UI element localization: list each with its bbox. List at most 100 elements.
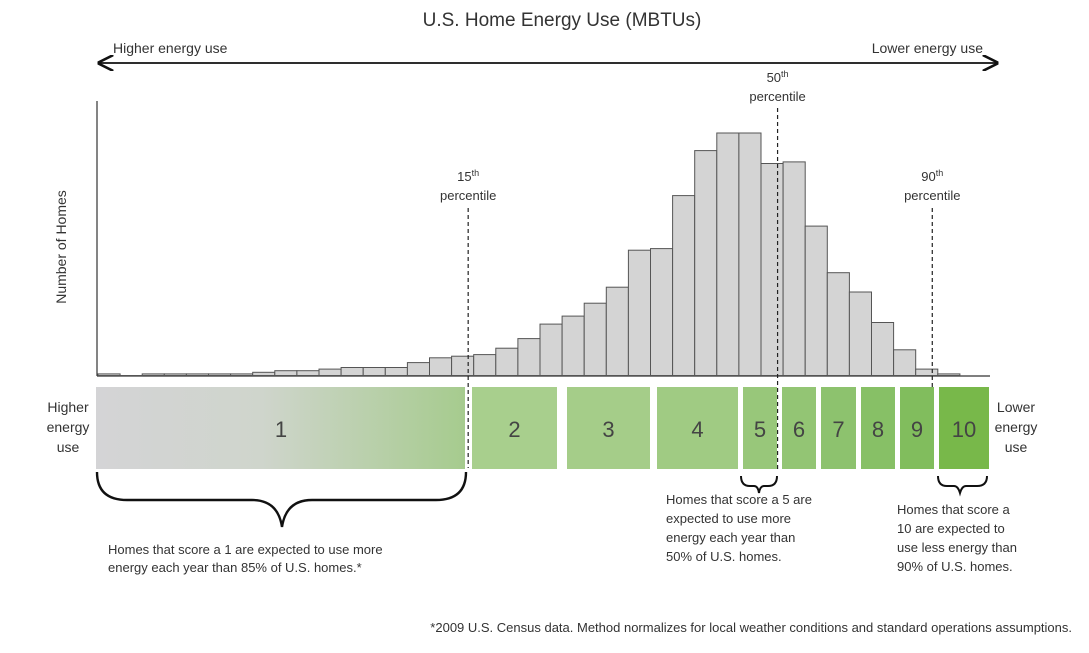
score-band-label: 5 <box>754 417 766 442</box>
score-band-rect <box>782 387 816 469</box>
histogram-bar <box>362 367 386 376</box>
score-band-rect <box>96 387 465 469</box>
svg-text:energy each year than: energy each year than <box>666 530 795 545</box>
svg-text:Homes that score a 1 are expec: Homes that score a 1 are expected to use… <box>108 542 383 557</box>
score-band-label: 9 <box>911 417 923 442</box>
histogram-bar <box>937 373 961 376</box>
histogram-bar <box>627 249 652 376</box>
higher-energy-label: Higher energy use <box>113 40 228 56</box>
histogram-bar <box>208 373 232 376</box>
score-band-6: 6 <box>782 387 816 469</box>
brace-score-5 <box>740 475 778 494</box>
histogram-bar <box>694 150 718 376</box>
percentile-number: 15th <box>457 168 479 184</box>
histogram-bar <box>848 291 873 376</box>
histogram-bar <box>760 163 784 376</box>
histogram-bar <box>583 302 607 377</box>
histogram-bar <box>561 315 585 377</box>
histogram-bar <box>738 132 762 376</box>
score-band-label: 1 <box>275 417 287 442</box>
histogram-bar <box>274 370 298 377</box>
svg-text:use: use <box>57 439 80 455</box>
score-band-rect <box>939 387 989 469</box>
y-axis-label: Number of Homes <box>53 190 69 304</box>
histogram-bar <box>605 286 629 377</box>
band-right-label: Lower energy use <box>995 399 1038 455</box>
svg-text:Homes that score a 5 are: Homes that score a 5 are <box>666 492 812 507</box>
percentile-word: percentile <box>749 89 805 104</box>
histogram-bar <box>915 368 939 377</box>
histogram-bar <box>826 272 850 377</box>
svg-text:energy: energy <box>47 419 90 435</box>
score-band-5: 5 <box>743 387 777 469</box>
histogram-bar <box>384 367 408 376</box>
histogram-bar <box>451 355 475 377</box>
score-band-1: 1 <box>96 387 465 469</box>
brace-score-10 <box>937 475 988 497</box>
histogram-bar <box>230 373 254 376</box>
histogram-bar <box>119 375 143 377</box>
score-bands: 1 2 3 4 5 6 7 8 9 10 <box>96 387 989 469</box>
svg-text:expected to use more: expected to use more <box>666 511 791 526</box>
score-band-rect <box>472 387 557 469</box>
histogram-bar <box>495 347 519 377</box>
band-left-label: Higher energy use <box>47 399 90 455</box>
histogram-bar <box>473 354 497 377</box>
annotation-score-10: Homes that score a 10 are expected to us… <box>897 502 1017 574</box>
score-band-9: 9 <box>900 387 934 469</box>
svg-text:energy: energy <box>995 419 1038 435</box>
percentile-suffix: th <box>472 168 480 178</box>
histogram-bar <box>804 225 828 376</box>
score-band-label: 7 <box>832 417 844 442</box>
svg-text:use less energy than: use less energy than <box>897 540 1017 555</box>
svg-text:use: use <box>1005 439 1028 455</box>
histogram-bar <box>340 367 364 376</box>
brace-score-1 <box>95 471 468 528</box>
score-band-10: 10 <box>939 387 989 469</box>
histogram-bar <box>296 370 320 377</box>
svg-text:Higher: Higher <box>47 399 89 415</box>
svg-text:Lower: Lower <box>997 399 1035 415</box>
histogram-bar <box>429 357 453 376</box>
histogram-bar <box>539 323 563 377</box>
score-band-rect <box>821 387 856 469</box>
score-band-label: 6 <box>793 417 805 442</box>
percentile-word: percentile <box>904 188 960 203</box>
percentile-number: 90th <box>921 168 943 184</box>
score-band-2: 2 <box>472 387 557 469</box>
histogram-bar <box>893 349 917 376</box>
histogram-bar <box>650 248 674 377</box>
svg-text:energy each year than 85% of U: energy each year than 85% of U.S. homes.… <box>108 560 362 575</box>
score-band-rect <box>861 387 895 469</box>
percentile-number: 50th <box>767 69 789 85</box>
histogram-bar <box>782 161 806 376</box>
histogram-bar <box>672 195 696 376</box>
score-band-label: 3 <box>602 417 614 442</box>
histogram-bar <box>318 368 342 377</box>
histogram-bar <box>517 338 541 377</box>
histogram-bar <box>163 373 187 376</box>
footnote: *2009 U.S. Census data. Method normalize… <box>430 620 1072 635</box>
percentile-word: percentile <box>440 188 496 203</box>
score-band-label: 4 <box>691 417 703 442</box>
histogram-bar <box>716 132 740 376</box>
score-band-4: 4 <box>657 387 738 469</box>
histogram-bar <box>871 322 895 376</box>
percentile-suffix: th <box>781 69 789 79</box>
svg-text:50% of U.S. homes.: 50% of U.S. homes. <box>666 549 782 564</box>
score-band-label: 2 <box>508 417 520 442</box>
annotation-score-1: Homes that score a 1 are expected to use… <box>108 542 383 575</box>
percentile-suffix: th <box>936 168 944 178</box>
histogram-bar <box>185 373 209 376</box>
histogram-bar <box>97 373 121 376</box>
score-band-rect <box>567 387 650 469</box>
histogram-bar <box>252 371 276 376</box>
score-band-label: 8 <box>872 417 884 442</box>
histogram-bar <box>406 362 430 377</box>
score-band-3: 3 <box>567 387 650 469</box>
score-band-rect <box>657 387 738 469</box>
svg-text:90% of U.S. homes.: 90% of U.S. homes. <box>897 559 1013 574</box>
histogram-bars <box>97 132 961 377</box>
score-band-7: 7 <box>821 387 856 469</box>
